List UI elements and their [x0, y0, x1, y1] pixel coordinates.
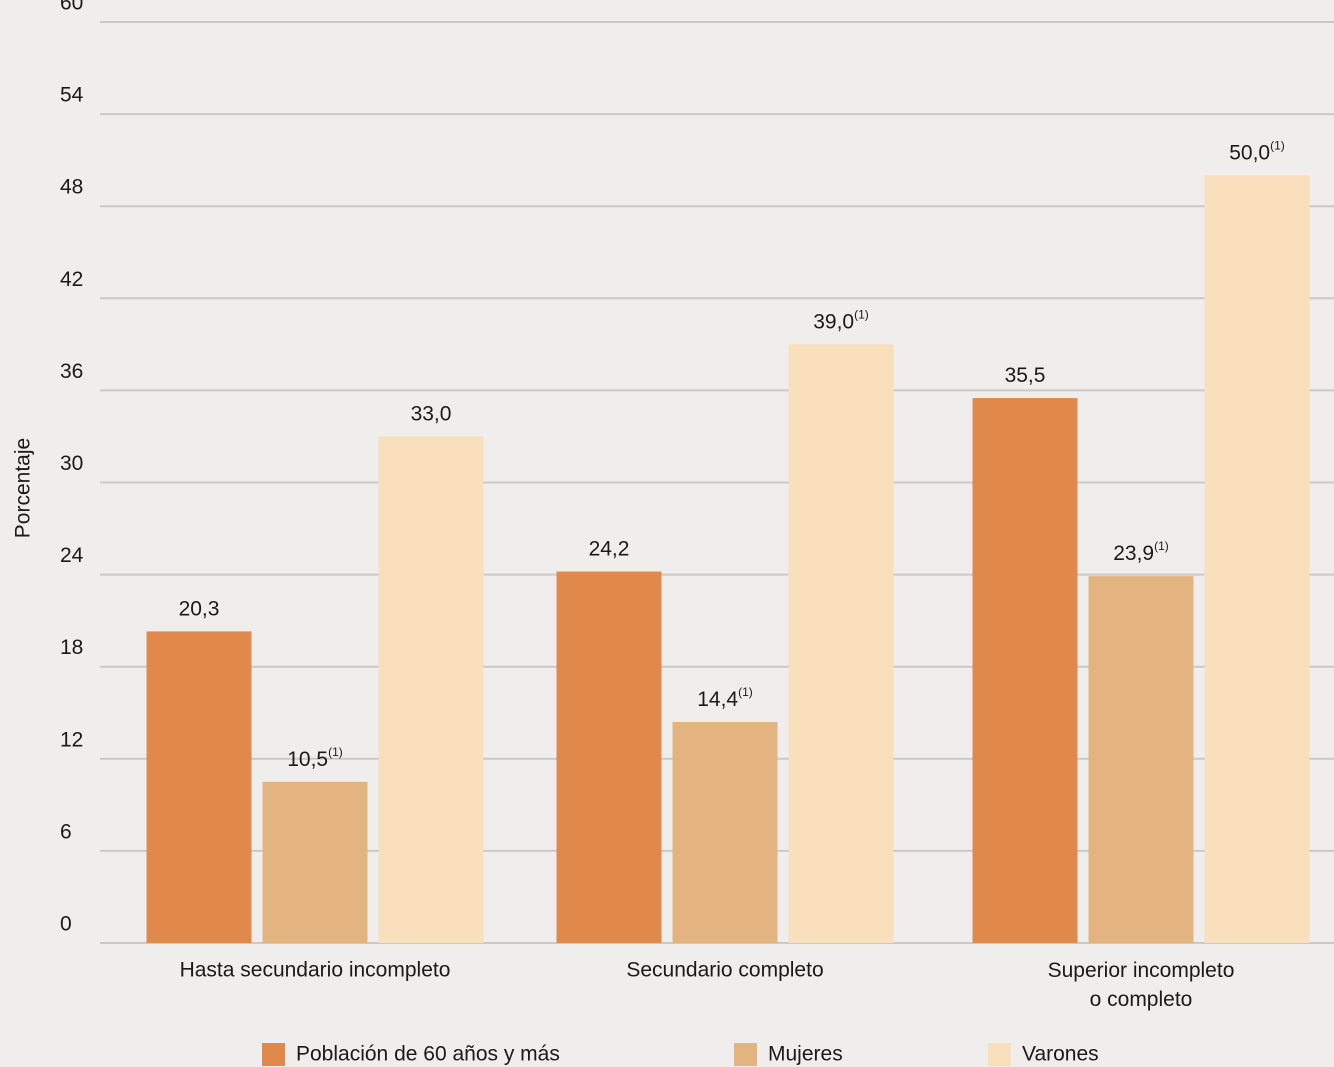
bar — [146, 631, 252, 943]
data-label: 14,4(1) — [697, 685, 753, 710]
data-label: 24,2 — [589, 537, 630, 560]
data-label-value: 50,0 — [1229, 141, 1270, 164]
bar — [378, 436, 484, 943]
data-label: 39,0(1) — [813, 308, 869, 333]
y-tick-label: 12 — [60, 728, 83, 751]
bar — [1088, 576, 1194, 943]
y-tick-label: 24 — [60, 544, 84, 567]
y-tick-label: 30 — [60, 452, 83, 475]
data-label-value: 23,9 — [1113, 542, 1154, 565]
data-label-note: (1) — [738, 685, 753, 699]
y-tick-label: 6 — [60, 820, 72, 843]
data-label: 23,9(1) — [1113, 539, 1169, 564]
data-label-note: (1) — [1154, 539, 1169, 553]
y-tick-label: 54 — [60, 84, 84, 107]
legend-label: Mujeres — [768, 1043, 843, 1066]
bar — [262, 781, 368, 943]
bar — [788, 344, 894, 944]
data-label: 10,5(1) — [287, 745, 343, 770]
data-label-value: 35,5 — [1005, 364, 1046, 387]
y-tick-label: 42 — [60, 268, 83, 291]
bar — [1204, 175, 1310, 943]
y-tick-label: 48 — [60, 176, 83, 199]
y-tick-label: 36 — [60, 360, 83, 383]
data-label: 20,3 — [179, 597, 220, 620]
data-label-value: 24,2 — [589, 537, 630, 560]
y-tick-label: 60 — [60, 0, 83, 15]
x-tick-label: Secundario completo — [626, 959, 823, 982]
bar — [972, 398, 1078, 943]
data-label: 50,0(1) — [1229, 139, 1285, 164]
y-tick-label: 0 — [60, 913, 72, 936]
bar — [556, 571, 662, 943]
x-tick-label: Superior incompleto o completo — [1048, 959, 1235, 1011]
data-label: 35,5 — [1005, 364, 1046, 387]
legend-swatch — [988, 1043, 1011, 1066]
data-label-value: 10,5 — [287, 747, 328, 770]
data-label-note: (1) — [854, 308, 869, 322]
bar — [672, 721, 778, 943]
data-label-value: 14,4 — [697, 688, 738, 711]
data-label-note: (1) — [1270, 139, 1285, 153]
y-tick-label: 18 — [60, 636, 83, 659]
legend-swatch — [262, 1043, 285, 1066]
y-axis-label: Porcentaje — [12, 438, 35, 538]
data-label-value: 33,0 — [411, 402, 452, 425]
legend-label: Varones — [1022, 1043, 1099, 1066]
data-label-note: (1) — [328, 745, 343, 759]
legend-label: Población de 60 años y más — [296, 1043, 560, 1066]
x-tick-label: Hasta secundario incompleto — [180, 959, 451, 982]
data-label-value: 20,3 — [179, 597, 220, 620]
data-label-value: 39,0 — [813, 310, 854, 333]
legend-swatch — [734, 1043, 757, 1066]
data-label: 33,0 — [411, 402, 452, 425]
